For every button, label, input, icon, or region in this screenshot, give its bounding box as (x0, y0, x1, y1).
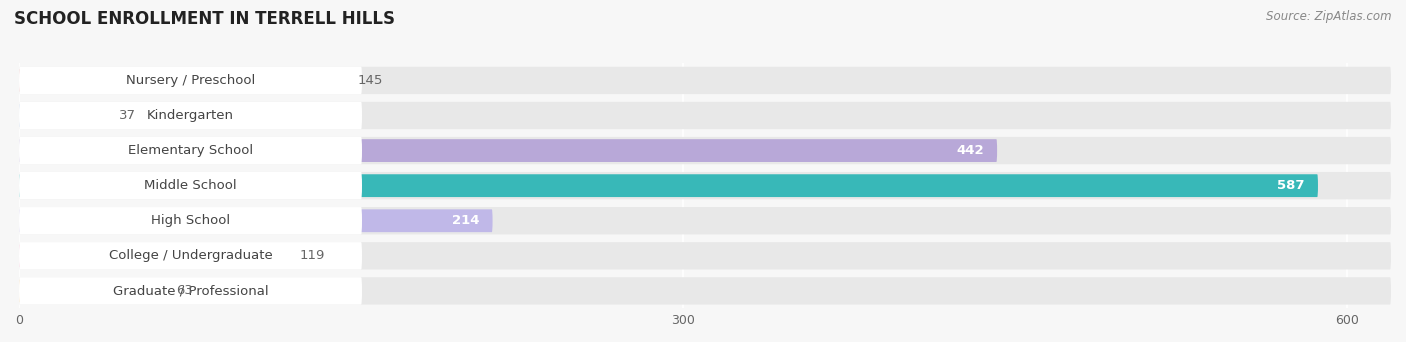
Text: SCHOOL ENROLLMENT IN TERRELL HILLS: SCHOOL ENROLLMENT IN TERRELL HILLS (14, 10, 395, 28)
FancyBboxPatch shape (20, 172, 361, 199)
FancyBboxPatch shape (20, 207, 361, 234)
FancyBboxPatch shape (20, 207, 1391, 234)
FancyBboxPatch shape (20, 137, 1391, 164)
Text: High School: High School (150, 214, 231, 227)
FancyBboxPatch shape (20, 277, 1391, 305)
Text: 119: 119 (299, 249, 325, 262)
Text: 442: 442 (956, 144, 984, 157)
FancyBboxPatch shape (20, 279, 159, 302)
FancyBboxPatch shape (20, 242, 1391, 269)
FancyBboxPatch shape (20, 245, 283, 267)
Text: Nursery / Preschool: Nursery / Preschool (127, 74, 254, 87)
FancyBboxPatch shape (20, 277, 361, 305)
FancyBboxPatch shape (20, 242, 361, 269)
Text: 63: 63 (176, 285, 193, 298)
FancyBboxPatch shape (20, 209, 492, 232)
Text: 37: 37 (118, 109, 135, 122)
FancyBboxPatch shape (20, 104, 101, 127)
Text: Middle School: Middle School (145, 179, 236, 192)
FancyBboxPatch shape (20, 174, 1317, 197)
Text: 214: 214 (451, 214, 479, 227)
FancyBboxPatch shape (20, 137, 361, 164)
FancyBboxPatch shape (20, 172, 1391, 199)
FancyBboxPatch shape (20, 67, 361, 94)
Text: Kindergarten: Kindergarten (148, 109, 233, 122)
Text: Source: ZipAtlas.com: Source: ZipAtlas.com (1267, 10, 1392, 23)
Text: Elementary School: Elementary School (128, 144, 253, 157)
Text: 145: 145 (357, 74, 382, 87)
Text: 587: 587 (1277, 179, 1305, 192)
Text: College / Undergraduate: College / Undergraduate (108, 249, 273, 262)
FancyBboxPatch shape (20, 69, 340, 92)
FancyBboxPatch shape (20, 102, 1391, 129)
FancyBboxPatch shape (20, 67, 1391, 94)
Text: Graduate / Professional: Graduate / Professional (112, 285, 269, 298)
FancyBboxPatch shape (20, 139, 997, 162)
FancyBboxPatch shape (20, 102, 361, 129)
